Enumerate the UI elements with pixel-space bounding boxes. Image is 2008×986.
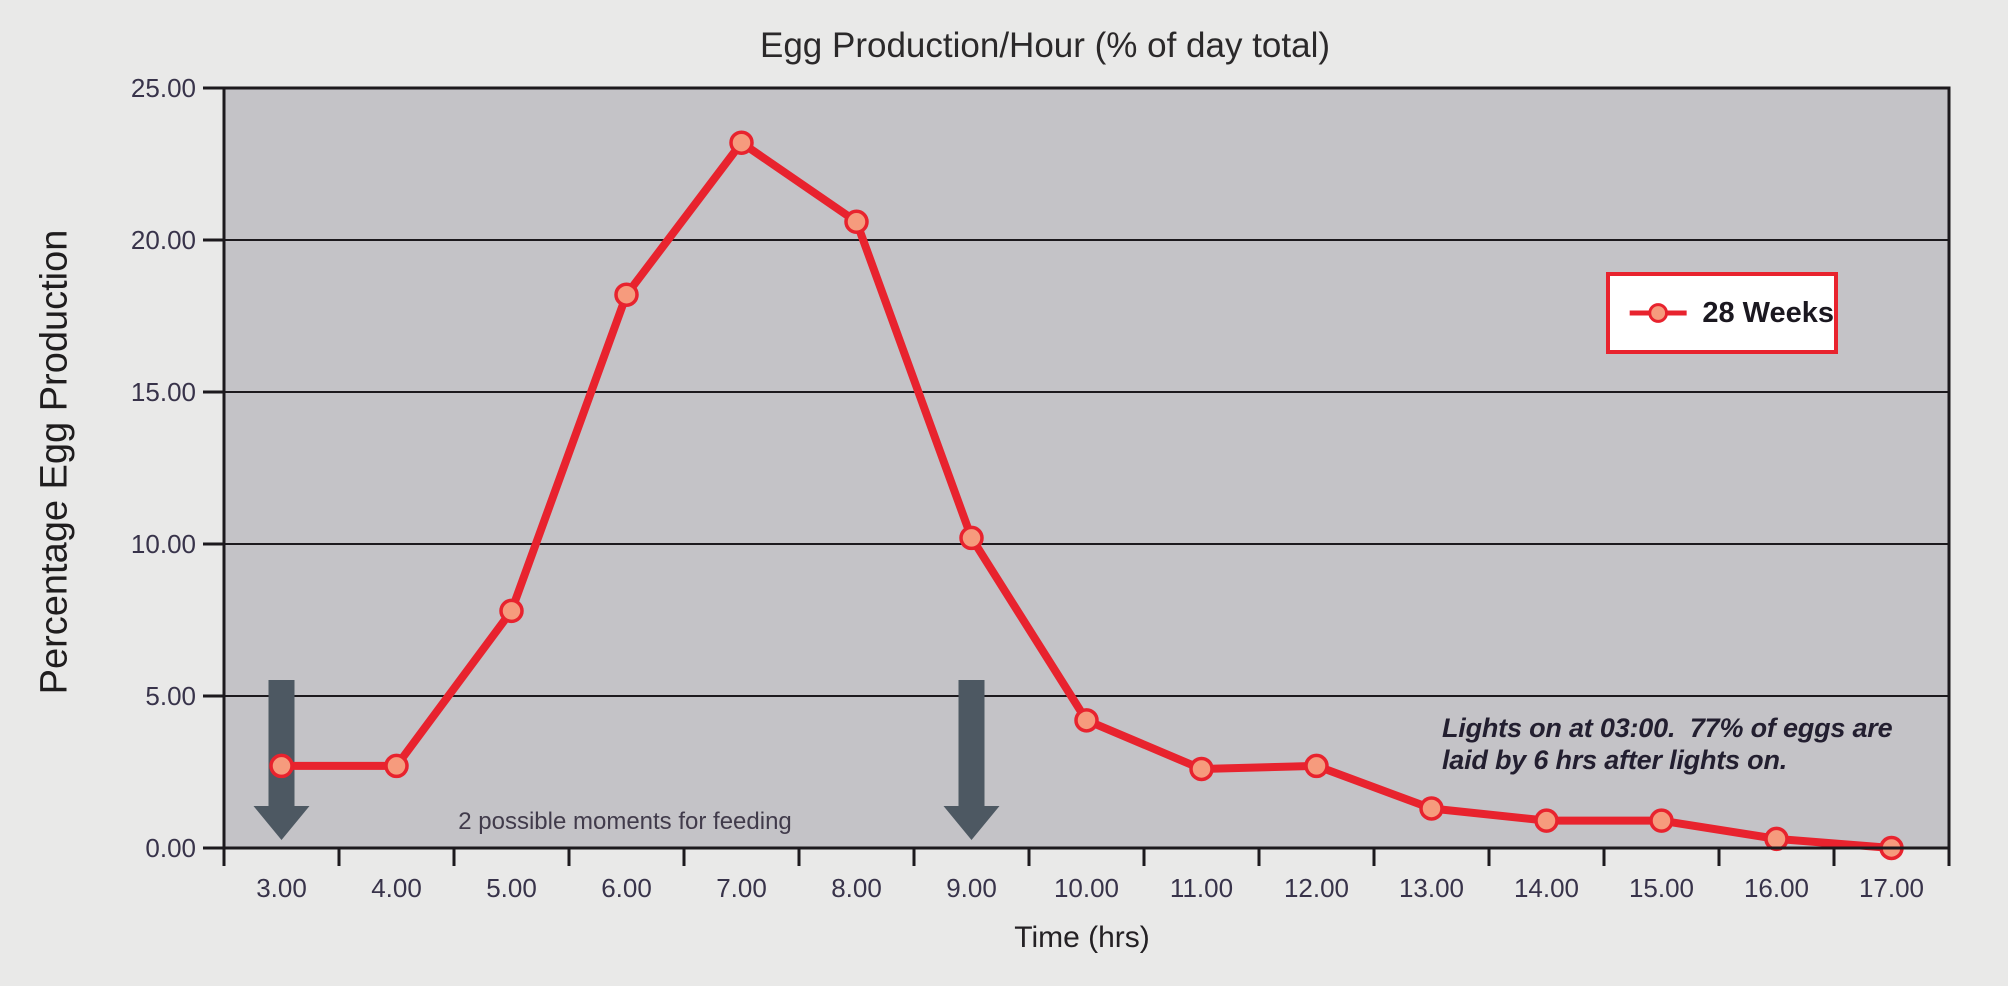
data-point [269,753,294,779]
data-point [1189,756,1214,782]
legend-label: 28 Weeks [1702,296,1834,329]
x-tick-label: 14.00 [1514,873,1579,903]
y-tick-label: 0.00 [145,833,196,863]
y-tick-label: 5.00 [145,681,196,711]
data-point [614,282,639,307]
lights-annotation-line1: Lights on at 03:00. 77% of eggs are [1442,713,1893,743]
plot-border [222,86,1951,850]
data-point [1649,808,1674,833]
data-point [1764,826,1789,852]
y-tick-label: 15.00 [131,377,196,407]
feeding-annotation: 2 possible moments for feeding [458,808,792,835]
x-tick-label: 9.00 [946,873,997,903]
x-tick-label: 3.00 [256,873,307,903]
chart-title: Egg Production/Hour (% of day total) [759,26,1331,65]
x-tick-label: 11.00 [1170,873,1233,903]
y-tick-label: 20.00 [131,225,196,255]
x-tick-label: 16.00 [1744,873,1809,903]
legend: 28 Weeks [1606,272,1838,354]
data-point [844,209,869,235]
lights-annotation: Lights on at 03:00. 77% of eggs are laid… [1442,712,1893,776]
x-tick-label: 17.00 [1859,873,1924,903]
data-point [1534,808,1559,833]
data-point [959,525,984,551]
y-tick-label: 10.00 [131,529,196,559]
data-point [384,753,409,779]
data-point [729,130,754,155]
data-point [499,598,524,624]
x-tick-label: 15.00 [1629,873,1694,903]
data-point [1074,708,1099,733]
x-tick-label: 6.00 [601,873,652,903]
data-point [1419,796,1444,821]
feeding-arrow-icon [943,680,1000,840]
x-tick-label: 8.00 [831,873,882,903]
x-tick-label: 13.00 [1399,873,1464,903]
x-tick-label: 12.00 [1284,873,1349,903]
x-tick-label: 5.00 [486,873,537,903]
data-point [1304,753,1329,779]
x-tick-label: 10.00 [1054,873,1119,903]
legend-line-marker-icon [1629,303,1687,323]
lights-annotation-line2: laid by 6 hrs after lights on. [1442,745,1788,775]
x-tick-label: 4.00 [371,873,422,903]
x-tick-label: 7.00 [716,873,767,903]
y-tick-label: 25.00 [131,73,196,103]
x-axis-title: Time (hrs) [1014,921,1150,954]
